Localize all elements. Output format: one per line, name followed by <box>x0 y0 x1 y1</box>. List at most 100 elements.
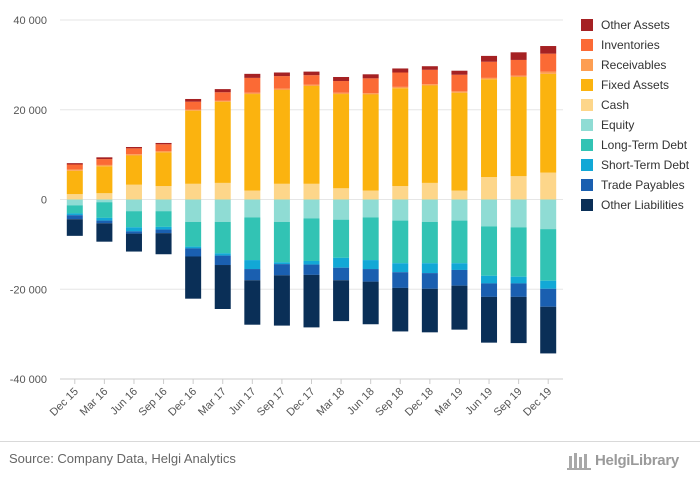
bar-segment <box>510 199 527 228</box>
bar-segment <box>333 94 350 189</box>
bar-segment <box>185 246 202 249</box>
bar-segment <box>481 275 498 284</box>
bar-segment <box>392 263 409 273</box>
bar-segment <box>421 69 438 85</box>
legend-swatch <box>581 99 593 111</box>
bar-segment <box>303 218 320 261</box>
legend-item[interactable]: Long-Term Debt <box>581 138 688 152</box>
y-tick-label: 40 000 <box>13 15 47 27</box>
legend-label: Other Liabilities <box>601 198 684 212</box>
bar-segment <box>155 186 172 200</box>
bar-segment <box>481 77 498 80</box>
legend-label: Inventories <box>601 38 660 52</box>
bar-segment <box>392 272 409 288</box>
bar-segment <box>273 275 290 326</box>
bar-segment <box>333 257 350 268</box>
bar-segment <box>155 226 172 230</box>
legend-item[interactable]: Cash <box>581 98 629 112</box>
y-tick-label: -40 000 <box>10 374 47 386</box>
y-tick-label: -20 000 <box>10 284 47 296</box>
legend-label: Long-Term Debt <box>601 138 688 152</box>
bar-segment <box>155 152 172 187</box>
bar-segment <box>392 186 409 200</box>
bar-segment <box>333 81 350 93</box>
bar-segment <box>244 92 261 95</box>
bar-segment <box>481 79 498 178</box>
bar-segment <box>392 86 409 89</box>
legend-label: Cash <box>601 98 629 112</box>
legend-label: Equity <box>601 118 634 132</box>
bar-segment <box>125 155 142 185</box>
x-tick-label: Jun 17 <box>227 386 259 418</box>
bar-segment <box>155 233 172 255</box>
legend-item[interactable]: Other Liabilities <box>581 198 684 212</box>
bar-segment <box>362 199 379 218</box>
bar-segment <box>303 75 320 85</box>
bar-segment <box>244 77 261 93</box>
bar-segment <box>362 281 379 325</box>
legend-item[interactable]: Receivables <box>581 58 666 72</box>
bar-segment <box>125 148 142 155</box>
bar-segment <box>540 73 557 173</box>
bar-segment <box>540 172 557 200</box>
bar-segment <box>421 84 438 86</box>
footer-divider <box>0 441 700 442</box>
bar-segment <box>244 217 261 261</box>
bar-segment <box>273 76 290 89</box>
bar-segment <box>540 46 557 54</box>
bar-segment <box>510 283 527 297</box>
x-tick-label: Sep 17 <box>255 386 288 419</box>
x-tick-label: Jun 18 <box>345 386 377 418</box>
bar-segment <box>451 70 468 75</box>
legend-item[interactable]: Other Assets <box>581 18 670 32</box>
x-tick-label: Jun 19 <box>463 386 495 418</box>
bar-segment <box>392 88 409 187</box>
bar-segment <box>96 159 113 165</box>
bar-segment <box>451 199 468 221</box>
x-tick-label: Sep 16 <box>137 386 170 419</box>
legend-item[interactable]: Equity <box>581 118 634 132</box>
bar-segment <box>96 202 113 218</box>
bar-segment <box>481 296 498 343</box>
bar-segment <box>421 263 438 274</box>
bar-segment <box>66 215 83 220</box>
bar-segment <box>421 66 438 70</box>
bar-segment <box>155 151 172 153</box>
bar-segment <box>66 219 83 236</box>
bar-segment <box>392 199 409 221</box>
bar-segment <box>481 61 498 78</box>
legend-item[interactable]: Short-Term Debt <box>581 158 690 172</box>
bar-segment <box>362 190 379 200</box>
bar-segment <box>244 199 261 218</box>
bar-segment <box>66 164 83 170</box>
bar-segment <box>421 85 438 183</box>
bar-segment <box>303 183 320 200</box>
legend-item[interactable]: Fixed Assets <box>581 78 669 92</box>
bar-segment <box>185 199 202 222</box>
legend-label: Receivables <box>601 58 666 72</box>
library-logo-icon <box>567 453 591 470</box>
bar-segment <box>273 90 290 184</box>
legend-item[interactable]: Trade Payables <box>581 178 685 192</box>
bar-segment <box>244 269 261 281</box>
bar-segment <box>185 98 202 102</box>
bar-segment <box>333 92 350 95</box>
bar-segment <box>421 221 438 264</box>
bar-segment <box>66 205 83 214</box>
bar-segment <box>362 269 379 282</box>
bar-segment <box>273 199 290 222</box>
bar-segment <box>125 233 142 252</box>
bar-segment <box>333 219 350 258</box>
bar-segment <box>273 262 290 265</box>
legend-item[interactable]: Inventories <box>581 38 660 52</box>
bar-segment <box>421 273 438 289</box>
legend-swatch <box>581 139 593 151</box>
bar-segment <box>303 84 320 86</box>
bar-segment <box>421 182 438 200</box>
bar-segment <box>540 280 557 289</box>
bar-segment <box>510 59 527 76</box>
bar-segment <box>362 78 379 94</box>
legend-label: Short-Term Debt <box>601 158 690 172</box>
bar-segment <box>362 260 379 270</box>
